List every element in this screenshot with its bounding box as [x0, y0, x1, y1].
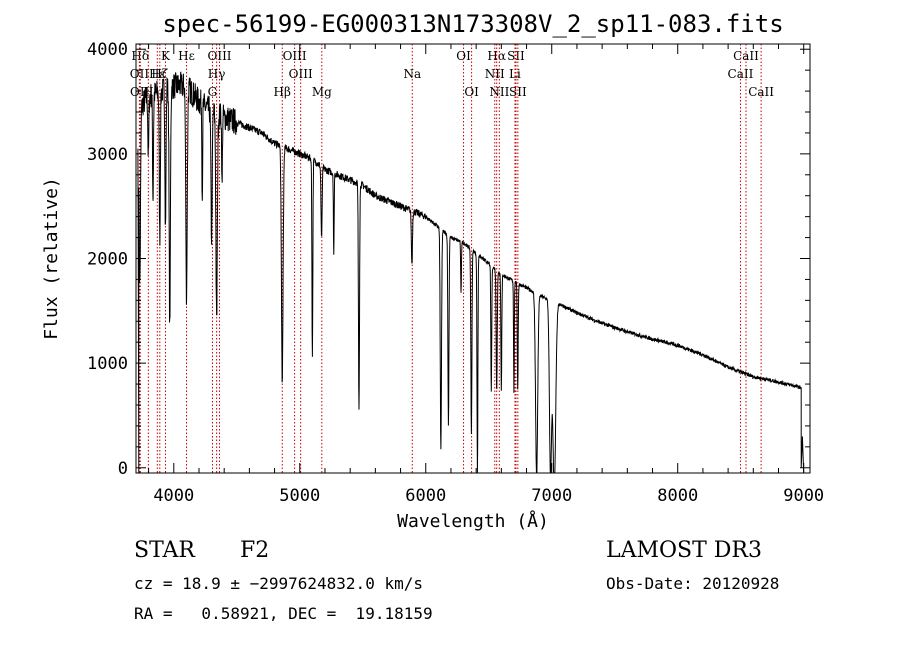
- line-marker-label: G: [208, 85, 218, 99]
- x-tick-label: 7000: [531, 486, 572, 506]
- x-tick-label: 5000: [279, 486, 320, 506]
- line-marker-label: NII: [489, 85, 509, 99]
- line-marker-label: CaII: [733, 49, 759, 63]
- line-marker-label: Li: [509, 67, 521, 81]
- line-marker-label: OI: [456, 49, 471, 63]
- y-tick-label: 4000: [87, 40, 128, 60]
- x-tick-label: 4000: [153, 486, 194, 506]
- obs-date-text: Obs-Date: 20120928: [606, 574, 780, 593]
- x-tick-label: 8000: [657, 486, 698, 506]
- y-tick-label: 2000: [87, 250, 128, 270]
- survey-label: LAMOST DR3: [606, 538, 762, 563]
- line-marker-label: SII: [509, 85, 527, 99]
- y-axis-label: Flux (relative): [41, 177, 62, 340]
- class-label: STAR: [134, 538, 195, 563]
- subclass-label: F2: [240, 538, 270, 563]
- line-marker-label: Hδ: [131, 49, 149, 63]
- line-marker-label: OIII: [207, 49, 231, 63]
- line-marker-label: CaII: [748, 85, 774, 99]
- line-marker-label: Mg: [312, 85, 332, 99]
- radec-text: RA = 0.58921, DEC = 19.18159: [134, 604, 433, 623]
- line-marker-label: OIII: [289, 67, 313, 81]
- line-marker-label: Hζ: [151, 67, 168, 81]
- line-marker-label: SII: [507, 49, 525, 63]
- spectrum-line: [137, 71, 805, 473]
- x-tick-label: 9000: [783, 486, 824, 506]
- y-tick-label: 1000: [87, 354, 128, 374]
- axis-ticks: 4000 5000 6000 7000 8000 9000 0 1000 2000 3000 400…: [87, 40, 824, 506]
- chart-title: spec-56199-EG000313N173308V_2_sp11-083.f…: [162, 10, 783, 38]
- y-tick-label: 3000: [87, 145, 128, 165]
- line-marker-label: CaII: [728, 67, 754, 81]
- line-marker-label: K: [161, 49, 171, 63]
- line-marker-label: NII: [485, 67, 505, 81]
- line-marker-label: Hε: [178, 49, 195, 63]
- line-marker-label: Hε: [149, 67, 166, 81]
- y-tick-label: 0: [118, 459, 128, 479]
- spectrum-series: [137, 71, 805, 473]
- line-marker-label: OI: [464, 85, 479, 99]
- line-marker-label: Hγ: [208, 67, 226, 81]
- line-marker-label: Hβ: [274, 85, 291, 99]
- line-marker-label: OII: [130, 67, 150, 81]
- redshift-text: cz = 18.9 ± −2997624832.0 km/s: [134, 574, 423, 593]
- line-marker-label: Na: [403, 67, 421, 81]
- line-marker-label: Hα: [487, 49, 506, 63]
- x-tick-label: 6000: [405, 486, 446, 506]
- x-axis-label: Wavelength (Å): [397, 510, 549, 532]
- line-marker-label: OIII: [283, 49, 307, 63]
- line-marker-label: H: [143, 85, 153, 99]
